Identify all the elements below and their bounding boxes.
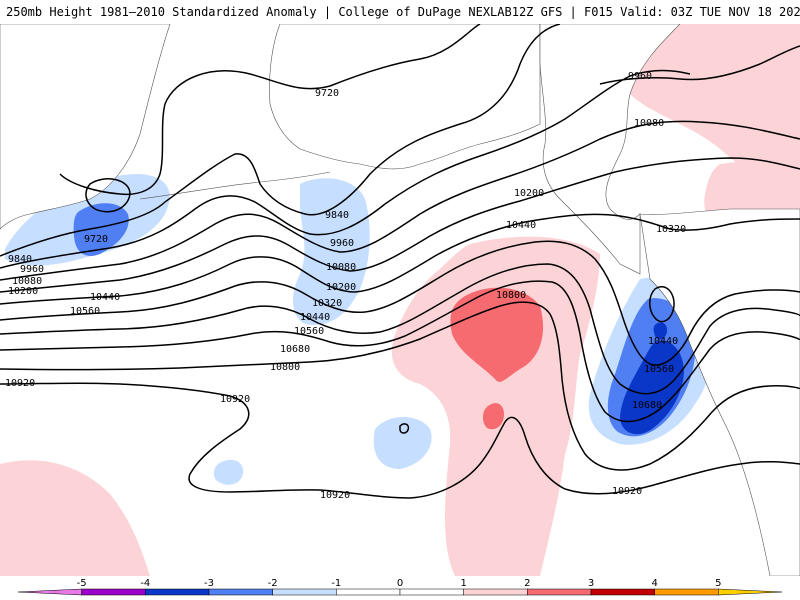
contour-label: 10080 bbox=[12, 276, 42, 287]
contour-9960 bbox=[0, 69, 691, 269]
anomaly-legend: -5 -4 -3 -2 -1 0 1 2 3 4 5 bbox=[0, 576, 800, 600]
legend-tick-label: 4 bbox=[651, 578, 657, 589]
contour-10440 bbox=[0, 240, 800, 366]
positive-anomaly-core bbox=[450, 287, 544, 382]
legend-arrow-left bbox=[17, 588, 82, 596]
contour-label: 10680 bbox=[632, 400, 662, 411]
canada-coastline bbox=[539, 24, 681, 275]
contour-closed-nw bbox=[85, 178, 131, 213]
contour-10080 bbox=[0, 120, 800, 281]
contour-label: 9720 bbox=[84, 234, 108, 245]
contour-label: 10440 bbox=[90, 292, 120, 303]
legend-swatch bbox=[145, 588, 210, 596]
model-run-info: 12Z GFS | F015 Valid: 03Z TUE NOV 18 202… bbox=[511, 5, 800, 19]
height-contours bbox=[0, 24, 800, 499]
contour-label: 10560 bbox=[294, 326, 324, 337]
kamchatka-coastline bbox=[0, 24, 171, 230]
negative-anomaly-trough-core bbox=[620, 340, 684, 435]
contour-label: 10800 bbox=[496, 290, 526, 301]
legend-tick-label: 2 bbox=[524, 578, 530, 589]
map-header: 250mb Height 1981–2010 Standardized Anom… bbox=[0, 0, 800, 24]
contour-label: 9960 bbox=[20, 264, 44, 275]
contour-label: 10440 bbox=[506, 220, 536, 231]
contour-10200 bbox=[0, 157, 800, 293]
contour-label: 10200 bbox=[8, 286, 38, 297]
positive-anomaly-region-sw bbox=[0, 460, 150, 576]
map-title: 250mb Height 1981–2010 Standardized Anom… bbox=[6, 5, 512, 19]
contour-label: 10680 bbox=[280, 344, 310, 355]
contour-closed-trough bbox=[649, 285, 675, 323]
legend-ticks: -5 -4 -3 -2 -1 0 1 2 3 4 5 bbox=[77, 578, 722, 589]
legend-swatch bbox=[654, 588, 719, 596]
positive-anomaly-core-small bbox=[482, 403, 504, 430]
contour-label: 10320 bbox=[312, 298, 342, 309]
alaska-coastline bbox=[269, 24, 541, 170]
contour-label: 10200 bbox=[326, 282, 356, 293]
contour-label: 10080 bbox=[326, 262, 356, 273]
contour-label: 9960 bbox=[628, 71, 652, 82]
legend-swatch bbox=[336, 588, 401, 596]
legend-swatch bbox=[399, 588, 464, 596]
legend-swatch bbox=[463, 588, 528, 596]
contour-label: 10080 bbox=[634, 118, 664, 129]
legend-tick-label: -1 bbox=[331, 578, 341, 589]
legend-tick-label: -2 bbox=[268, 578, 278, 589]
legend-swatch bbox=[272, 588, 337, 596]
contour-label: 10320 bbox=[656, 224, 686, 235]
contour-label: 10920 bbox=[5, 378, 35, 389]
legend-swatch bbox=[590, 588, 655, 596]
negative-anomaly-spot-2 bbox=[213, 459, 244, 485]
negative-anomaly-core-nw bbox=[73, 203, 129, 256]
contour-10320 bbox=[0, 213, 800, 305]
legend-swatch bbox=[81, 588, 146, 596]
positive-anomaly-region-ne bbox=[626, 24, 800, 199]
contour-10680 bbox=[0, 280, 800, 423]
legend-tick-label: -3 bbox=[204, 578, 214, 589]
negative-anomaly-spot-1 bbox=[373, 416, 432, 469]
legend-swatch bbox=[208, 588, 273, 596]
negative-anomaly-trough-cell bbox=[653, 322, 668, 340]
contour-9840 bbox=[0, 24, 561, 257]
land-outlines bbox=[0, 24, 800, 576]
contour-label: 9720 bbox=[315, 88, 339, 99]
contour-label: 10920 bbox=[320, 490, 350, 501]
contour-10800 bbox=[0, 301, 800, 471]
contour-label: 10440 bbox=[300, 312, 330, 323]
contour-label: 9840 bbox=[325, 210, 349, 221]
contour-label: 10200 bbox=[514, 188, 544, 199]
legend-tick-label: -5 bbox=[77, 578, 87, 589]
anomaly-map: 9720 9720 9840 9960 10080 10200 10440 10… bbox=[0, 24, 800, 576]
legend-tick-label: 3 bbox=[588, 578, 594, 589]
contour-label: 10560 bbox=[644, 364, 674, 375]
contour-label: 9840 bbox=[8, 254, 32, 265]
contour-ne-10080 bbox=[599, 45, 800, 85]
us-west-coast bbox=[639, 208, 800, 576]
contour-label: 10560 bbox=[70, 306, 100, 317]
legend-swatch bbox=[527, 588, 592, 596]
contour-label: 10440 bbox=[648, 336, 678, 347]
legend-tick-label: -4 bbox=[140, 578, 150, 589]
legend-tick-label: 0 bbox=[397, 578, 403, 589]
contour-10560 bbox=[0, 263, 800, 395]
legend-tick-label: 5 bbox=[715, 578, 721, 589]
contour-label: 9960 bbox=[330, 238, 354, 249]
aleutian-chain bbox=[139, 171, 331, 200]
contour-labels: 9720 9720 9840 9960 10080 10200 10440 10… bbox=[5, 71, 686, 501]
legend-arrow-right bbox=[718, 588, 783, 596]
contour-label: 10920 bbox=[612, 486, 642, 497]
contour-10920 bbox=[0, 382, 800, 499]
legend-tick-label: 1 bbox=[460, 578, 466, 589]
contour-closed-small bbox=[399, 423, 410, 434]
legend-swatches bbox=[17, 588, 783, 596]
contour-label: 10920 bbox=[220, 394, 250, 405]
contour-label: 10800 bbox=[270, 362, 300, 373]
